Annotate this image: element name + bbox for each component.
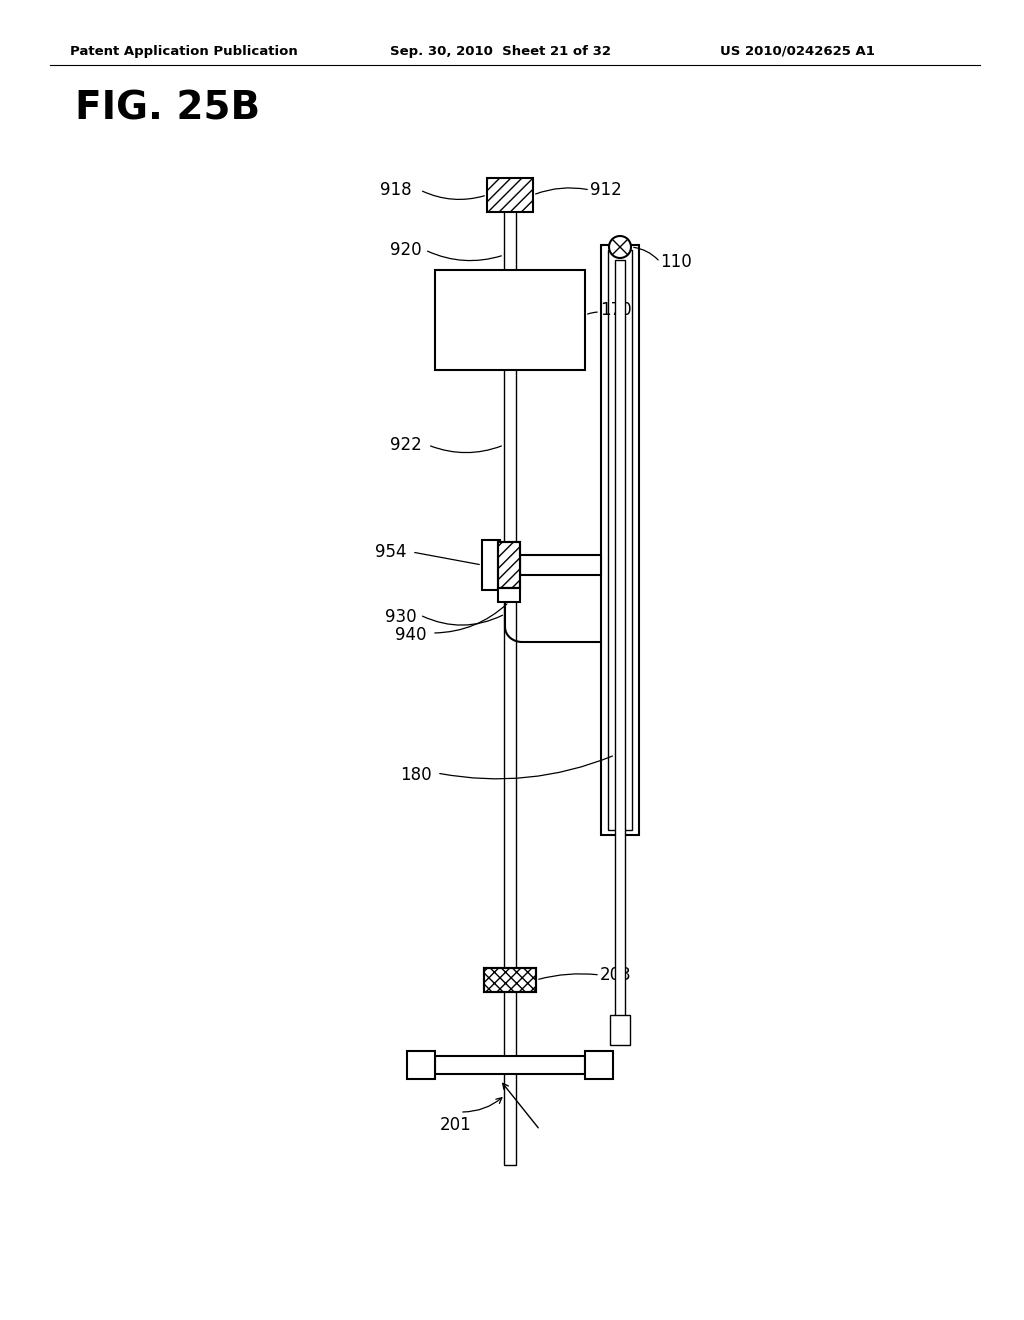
Text: 940: 940 <box>395 626 427 644</box>
Text: 930: 930 <box>385 609 417 626</box>
Text: US 2010/0242625 A1: US 2010/0242625 A1 <box>720 45 874 58</box>
Bar <box>407 1051 435 1078</box>
Bar <box>615 260 625 1030</box>
Circle shape <box>609 236 631 257</box>
Bar <box>482 540 500 590</box>
Bar <box>484 968 536 993</box>
Text: 203: 203 <box>600 966 632 983</box>
Text: 180: 180 <box>400 766 432 784</box>
Bar <box>608 249 632 830</box>
Text: 912: 912 <box>590 181 622 199</box>
Text: 201: 201 <box>440 1115 472 1134</box>
Bar <box>484 968 536 993</box>
Bar <box>504 190 516 1166</box>
Bar <box>498 543 520 587</box>
Bar <box>435 1056 585 1074</box>
Text: 920: 920 <box>390 242 422 259</box>
Bar <box>498 587 520 602</box>
Bar <box>601 246 639 836</box>
Bar <box>520 554 601 576</box>
Bar <box>487 178 534 213</box>
Text: 110: 110 <box>660 253 692 271</box>
Text: 922: 922 <box>390 436 422 454</box>
Text: Sep. 30, 2010  Sheet 21 of 32: Sep. 30, 2010 Sheet 21 of 32 <box>390 45 611 58</box>
Bar <box>435 271 585 370</box>
Text: 918: 918 <box>380 181 412 199</box>
Bar <box>585 1051 613 1078</box>
Bar <box>610 1015 630 1045</box>
Text: Patent Application Publication: Patent Application Publication <box>70 45 298 58</box>
Text: 954: 954 <box>375 543 407 561</box>
Text: 170: 170 <box>600 301 632 319</box>
Bar <box>484 968 536 993</box>
Bar <box>487 178 534 213</box>
Text: FIG. 25B: FIG. 25B <box>75 90 260 128</box>
Bar <box>498 543 520 587</box>
